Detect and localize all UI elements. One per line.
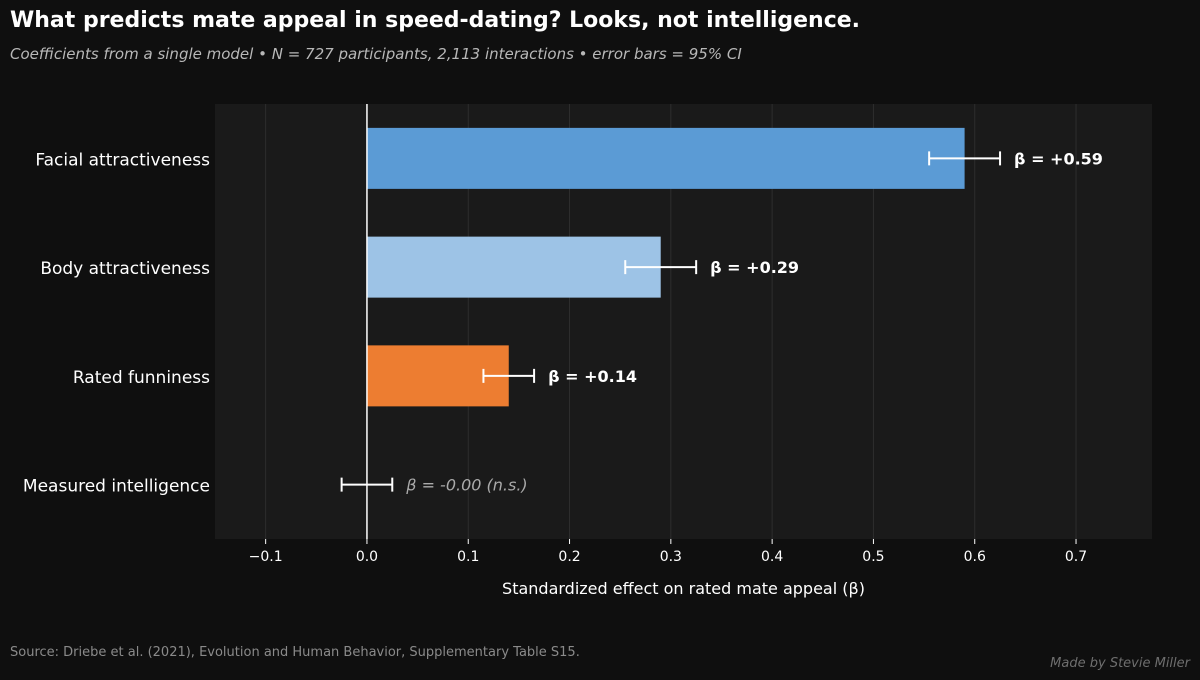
- x-tick-label: 0.5: [862, 549, 884, 565]
- category-label: Measured intelligence: [23, 477, 210, 497]
- credit-note: Made by Stevie Miller: [1050, 656, 1190, 671]
- error-bars: [340, 151, 1002, 492]
- category-label: Facial attractiveness: [35, 150, 210, 170]
- error-bar: [624, 260, 698, 275]
- bar: [366, 236, 661, 298]
- value-label: β = +0.14: [548, 367, 637, 386]
- bars: [366, 127, 965, 407]
- category-label: Body attractiveness: [40, 259, 210, 279]
- value-labels: β = +0.59 β = +0.29 β = +0.14 β = -0.00 (n.…: [405, 149, 1103, 494]
- error-bar: [482, 368, 536, 383]
- category-label: Rated funniness: [73, 368, 210, 388]
- x-tick-label: 0.1: [457, 549, 479, 565]
- value-label: β = +0.59: [1014, 149, 1103, 168]
- x-tick-label: 0.7: [1065, 549, 1087, 565]
- x-tick-label: 0.3: [660, 549, 682, 565]
- x-tick-label: 0.6: [964, 549, 986, 565]
- source-note: Source: Driebe et al. (2021), Evolution …: [10, 645, 580, 660]
- category-labels: Facial attractiveness Body attractiveness…: [23, 150, 210, 496]
- value-label: β = -0.00 (n.s.): [405, 476, 527, 495]
- x-tick-label: 0.0: [356, 549, 378, 565]
- x-tick-label: 0.4: [761, 549, 783, 565]
- chart-subtitle: Coefficients from a single model • N = 7…: [10, 45, 742, 63]
- x-axis-title: Standardized effect on rated mate appeal…: [502, 579, 865, 598]
- bar: [366, 127, 965, 189]
- x-axis-ticks: −0.1 0.0 0.1 0.2 0.3 0.4 0.5 0.6 0.7: [249, 539, 1087, 565]
- x-tick-label: 0.2: [558, 549, 580, 565]
- chart-title: What predicts mate appeal in speed-datin…: [10, 8, 861, 33]
- value-label: β = +0.29: [710, 258, 799, 277]
- x-tick-label: −0.1: [249, 549, 283, 565]
- error-bar: [928, 151, 1002, 166]
